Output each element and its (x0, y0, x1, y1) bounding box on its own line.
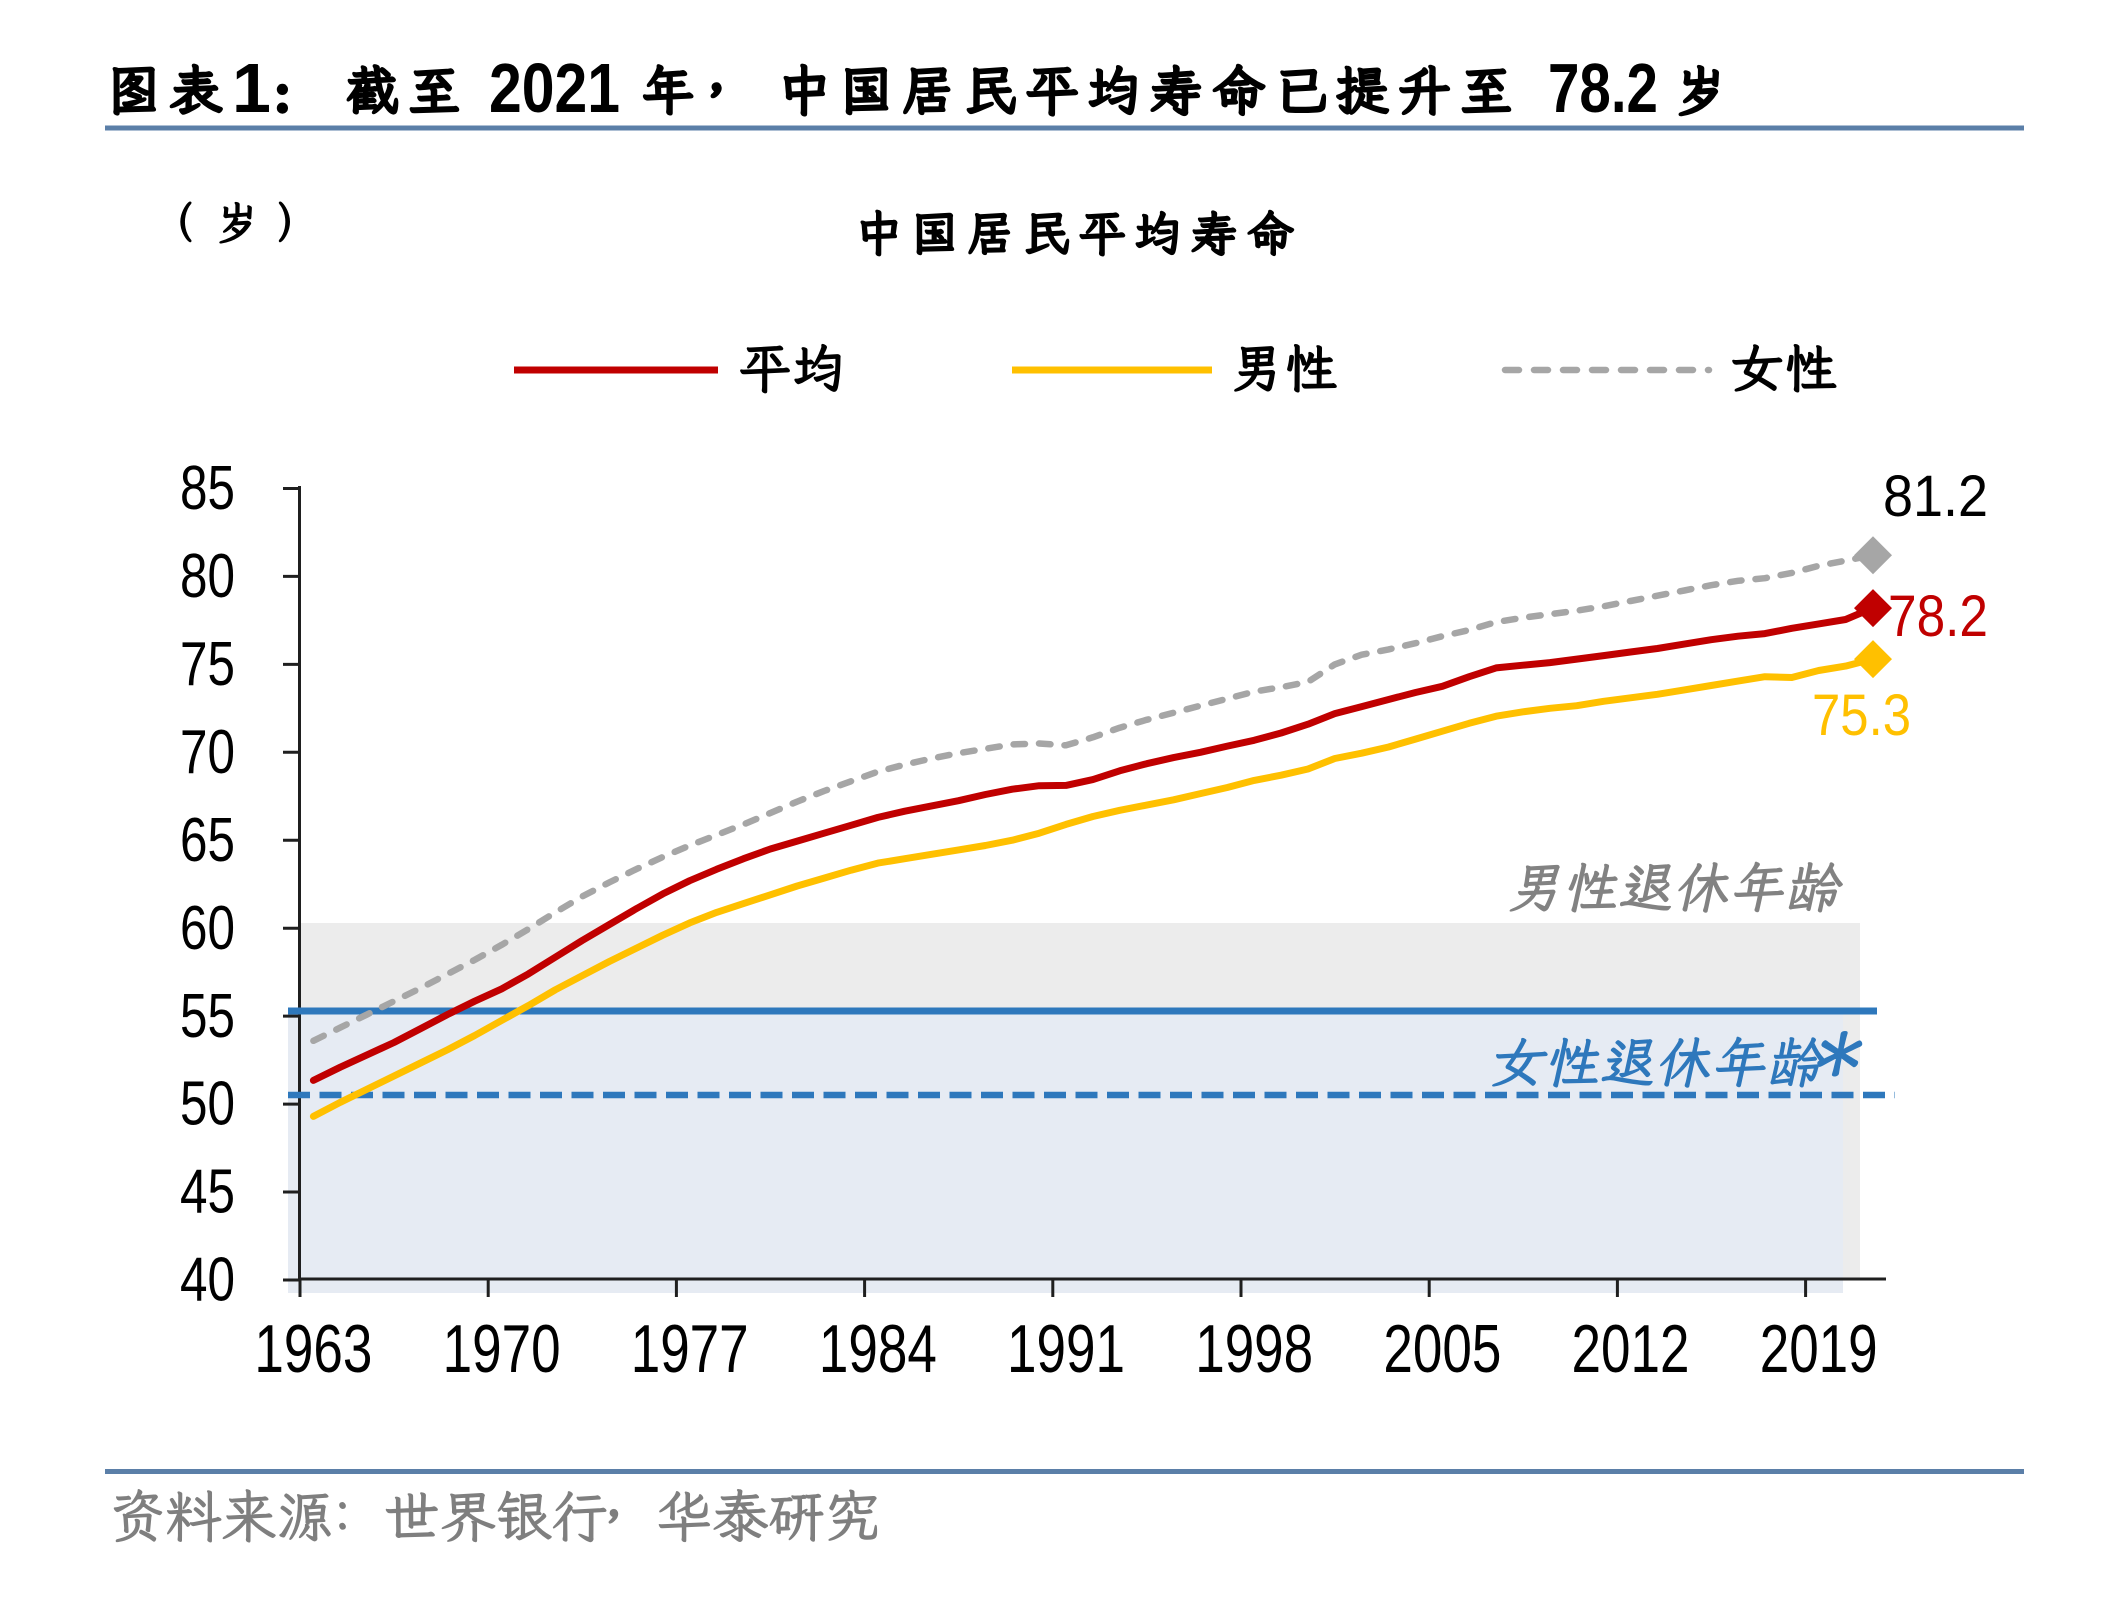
svg-text:1991: 1991 (1007, 1311, 1125, 1387)
svg-text:45: 45 (180, 1158, 235, 1227)
svg-text:1963: 1963 (254, 1311, 372, 1387)
svg-text:40: 40 (180, 1246, 235, 1315)
svg-text:65: 65 (180, 806, 235, 875)
svg-text:55: 55 (180, 982, 235, 1051)
svg-text:1984: 1984 (819, 1311, 937, 1387)
svg-text:1970: 1970 (443, 1311, 561, 1387)
svg-text:50: 50 (180, 1070, 235, 1139)
svg-text:85: 85 (180, 454, 235, 523)
svg-text:2019: 2019 (1760, 1311, 1878, 1387)
svg-text:2021: 2021 (489, 49, 620, 127)
svg-text:78.2: 78.2 (1888, 584, 1988, 649)
svg-text:78.2: 78.2 (1548, 49, 1658, 127)
svg-text:80: 80 (180, 542, 235, 611)
svg-text:75.3: 75.3 (1812, 683, 1911, 748)
svg-text:1977: 1977 (631, 1311, 749, 1387)
svg-text:60: 60 (180, 894, 235, 963)
svg-text:2012: 2012 (1572, 1311, 1690, 1387)
svg-text:70: 70 (180, 718, 235, 787)
svg-text:81.2: 81.2 (1883, 464, 1988, 529)
svg-text:1998: 1998 (1195, 1311, 1313, 1387)
svg-text:1: 1 (232, 49, 271, 127)
svg-text:2005: 2005 (1383, 1311, 1501, 1387)
svg-text:75: 75 (180, 630, 235, 699)
